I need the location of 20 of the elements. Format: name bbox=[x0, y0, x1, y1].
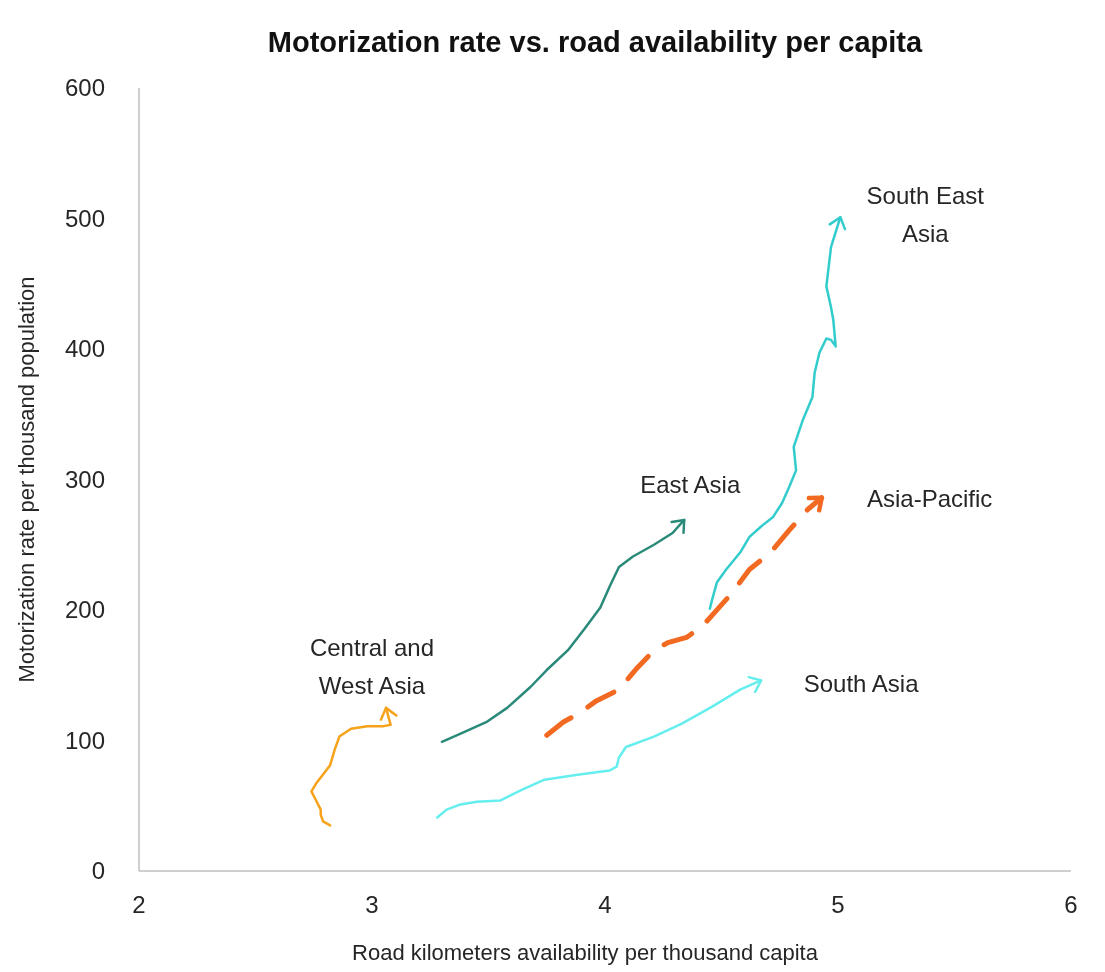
y-tick-label: 100 bbox=[64, 726, 105, 754]
series-label: South Asia bbox=[803, 670, 920, 698]
x-axis-title: Road kilometers availability per thousand capita bbox=[352, 940, 819, 965]
y-tick-label: 300 bbox=[64, 465, 105, 493]
y-tick-label: 400 bbox=[64, 335, 105, 363]
y-tick-label: 600 bbox=[64, 74, 105, 102]
x-tick-label: 3 bbox=[365, 891, 379, 919]
series-label: Central and West Asia bbox=[309, 633, 435, 699]
x-tick-label: 6 bbox=[1064, 891, 1078, 919]
series-label: East Asia bbox=[640, 470, 741, 498]
y-tick-label: 500 bbox=[64, 204, 105, 232]
series-label: South East Asia bbox=[866, 182, 985, 248]
x-tick-label: 5 bbox=[831, 891, 845, 919]
y-tick-label: 0 bbox=[91, 857, 105, 885]
x-tick-label: 4 bbox=[598, 891, 612, 919]
x-tick-label: 2 bbox=[132, 891, 146, 919]
y-tick-label: 200 bbox=[64, 596, 105, 624]
chart-title: Motorization rate vs. road availability per capita bbox=[267, 26, 924, 58]
y-axis-title: Motorization rate per thousand population bbox=[14, 276, 39, 683]
series-label: Asia-Pacific bbox=[867, 484, 993, 512]
